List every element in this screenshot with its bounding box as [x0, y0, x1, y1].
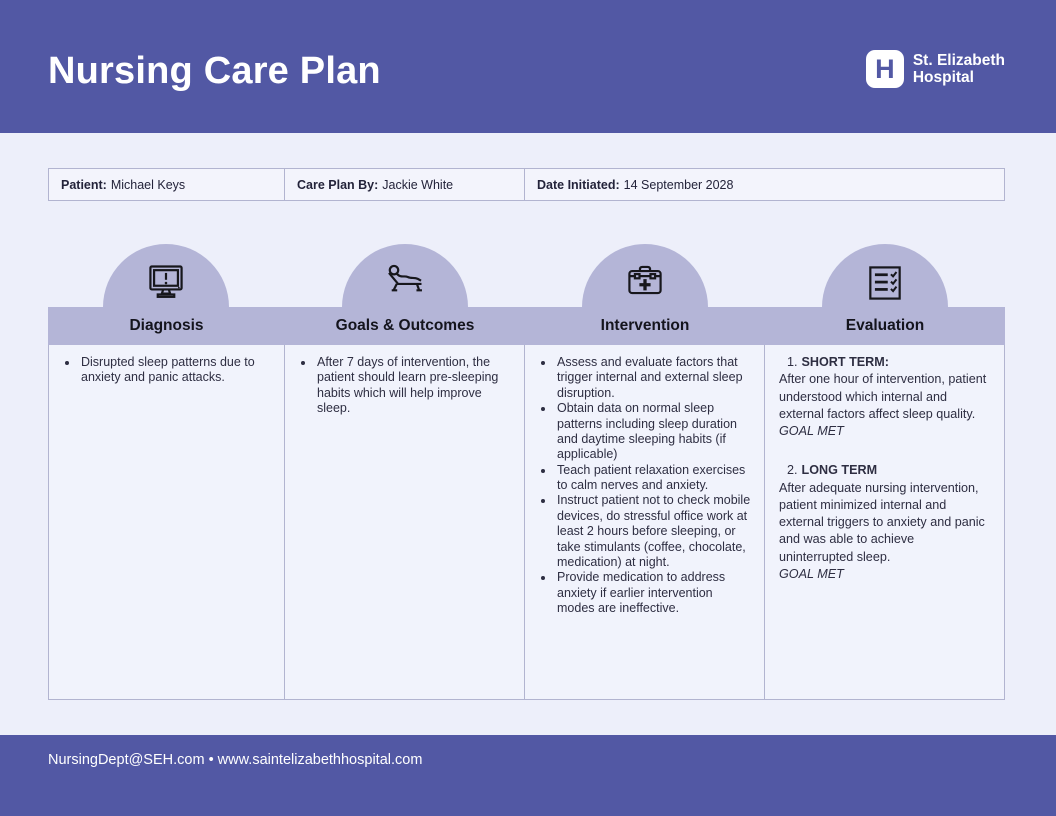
evaluation-cell: 1. SHORT TERM: After one hour of interven… [765, 345, 1004, 699]
bullet-item: Disrupted sleep patterns due to anxiety … [79, 355, 272, 386]
footer-banner: NursingDept@SEH.com • www.saintelizabeth… [0, 735, 1056, 816]
bullet-item: Assess and evaluate factors that trigger… [555, 355, 752, 401]
diagnosis-cell: Disrupted sleep patterns due to anxiety … [49, 345, 285, 699]
monitor-alert-icon [149, 265, 183, 298]
evaluation-section-number: 1. [787, 355, 798, 369]
hospital-logo: H St. Elizabeth Hospital [865, 50, 1005, 88]
goals-cell: After 7 days of intervention, the patien… [285, 345, 525, 699]
care-plan-by-label: Care Plan By: [297, 177, 379, 192]
medical-bag-icon [628, 265, 662, 295]
table-content-row: Disrupted sleep patterns due to anxiety … [48, 345, 1005, 700]
evaluation-section-short-term: 1. SHORT TERM: After one hour of interven… [779, 354, 991, 440]
evaluation-section-long-term: 2. LONG TERM After adequate nursing inter… [779, 462, 991, 583]
evaluation-body: After one hour of intervention, patient … [779, 372, 987, 421]
intervention-arch [582, 244, 708, 307]
evaluation-section-title: SHORT TERM: [801, 355, 889, 369]
evaluation-heading: 1. SHORT TERM: [779, 354, 991, 371]
care-plan-by-field: Care Plan By: Jackie White [285, 169, 525, 200]
column-title-goals: Goals & Outcomes [335, 317, 475, 334]
care-plan-by-value: Jackie White [382, 177, 454, 192]
logo-letter: H [875, 53, 895, 84]
evaluation-section-number: 2. [787, 463, 798, 478]
bullet-item: Obtain data on normal sleep patterns inc… [555, 401, 752, 463]
evaluation-arch [822, 244, 948, 307]
patient-value: Michael Keys [110, 177, 186, 192]
date-initiated-value: 14 September 2028 [623, 177, 734, 192]
evaluation-body: After adequate nursing intervention, pat… [779, 480, 985, 564]
page-title: Nursing Care Plan [48, 50, 381, 92]
patient-label: Patient: [61, 177, 107, 192]
goal-status: GOAL MET [779, 566, 844, 581]
checklist-icon [869, 266, 901, 300]
column-title-evaluation: Evaluation [845, 317, 925, 334]
footer-contact: NursingDept@SEH.com • www.saintelizabeth… [48, 752, 423, 768]
evaluation-content: 1. SHORT TERM: After one hour of interven… [765, 345, 1004, 583]
intervention-cell: Assess and evaluate factors that trigger… [525, 345, 765, 699]
goals-list: After 7 days of intervention, the patien… [285, 345, 524, 417]
hospital-name: St. Elizabeth Hospital [913, 52, 1005, 86]
date-initiated-field: Date Initiated: 14 September 2028 [525, 169, 1004, 200]
goals-arch [342, 244, 468, 307]
date-initiated-label: Date Initiated: [537, 177, 620, 192]
goal-status: GOAL MET [779, 424, 844, 438]
evaluation-section-title: LONG TERM [801, 463, 878, 478]
diagnosis-arch [103, 244, 229, 307]
hospital-name-line1: St. Elizabeth [912, 52, 1005, 69]
header-banner: Nursing Care Plan H St. Elizabeth Hospit… [0, 0, 1056, 133]
hospital-logo-icon: H [865, 50, 904, 88]
evaluation-heading: 2. LONG TERM [779, 462, 991, 479]
patient-field: Patient: Michael Keys [49, 169, 285, 200]
bullet-item: Provide medication to address anxiety if… [555, 570, 752, 616]
column-header-band: Diagnosis Goals & Outcomes Intervention … [48, 307, 1005, 345]
column-title-diagnosis: Diagnosis [129, 317, 204, 334]
patient-info-bar: Patient: Michael Keys Care Plan By: Jack… [48, 168, 1005, 201]
patient-recliner-icon [388, 264, 422, 292]
bullet-item: After 7 days of intervention, the patien… [315, 355, 512, 417]
bullet-item: Instruct patient not to check mobile dev… [555, 493, 752, 570]
hospital-name-line2: Hospital [912, 69, 974, 86]
intervention-list: Assess and evaluate factors that trigger… [525, 345, 764, 616]
diagnosis-list: Disrupted sleep patterns due to anxiety … [49, 345, 284, 386]
column-title-intervention: Intervention [600, 317, 690, 334]
bullet-item: Teach patient relaxation exercises to ca… [555, 463, 752, 494]
